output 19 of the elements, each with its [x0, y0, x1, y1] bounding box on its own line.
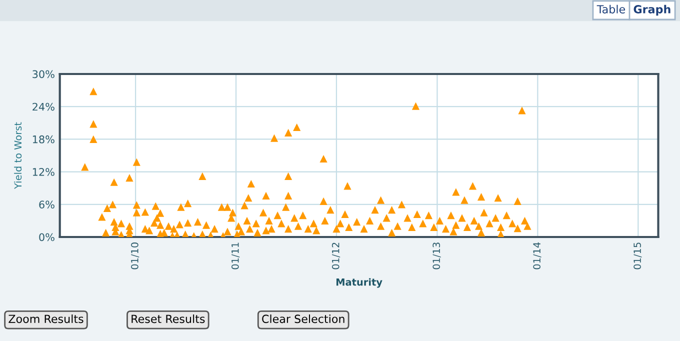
- text: Graph: [634, 4, 670, 16]
- y-axis-title: Yield to Worst: [14, 122, 22, 189]
- text: Reset Results: [132, 314, 205, 324]
- y-tick-label: 18%: [32, 135, 54, 144]
- x-tick-label: 01/11: [231, 242, 240, 270]
- text: Table: [596, 4, 626, 14]
- x-tick-label: 01/15: [634, 242, 642, 270]
- y-tick-label: 12%: [32, 168, 54, 176]
- y-tick-label: 30%: [32, 70, 54, 78]
- y-tick-label: 6%: [39, 200, 54, 208]
- y-tick-label: 0%: [39, 233, 54, 242]
- text: Clear Selection: [262, 314, 344, 324]
- x-tick-label: 01/10: [131, 242, 140, 270]
- x-tick-label: 01/13: [432, 242, 441, 270]
- x-tick-label: 01/12: [332, 242, 340, 270]
- x-axis-title: Maturity: [336, 278, 382, 288]
- text: Zoom Results: [8, 314, 84, 324]
- y-tick-label: 24%: [32, 102, 54, 111]
- x-tick-label: 01/14: [533, 242, 542, 270]
